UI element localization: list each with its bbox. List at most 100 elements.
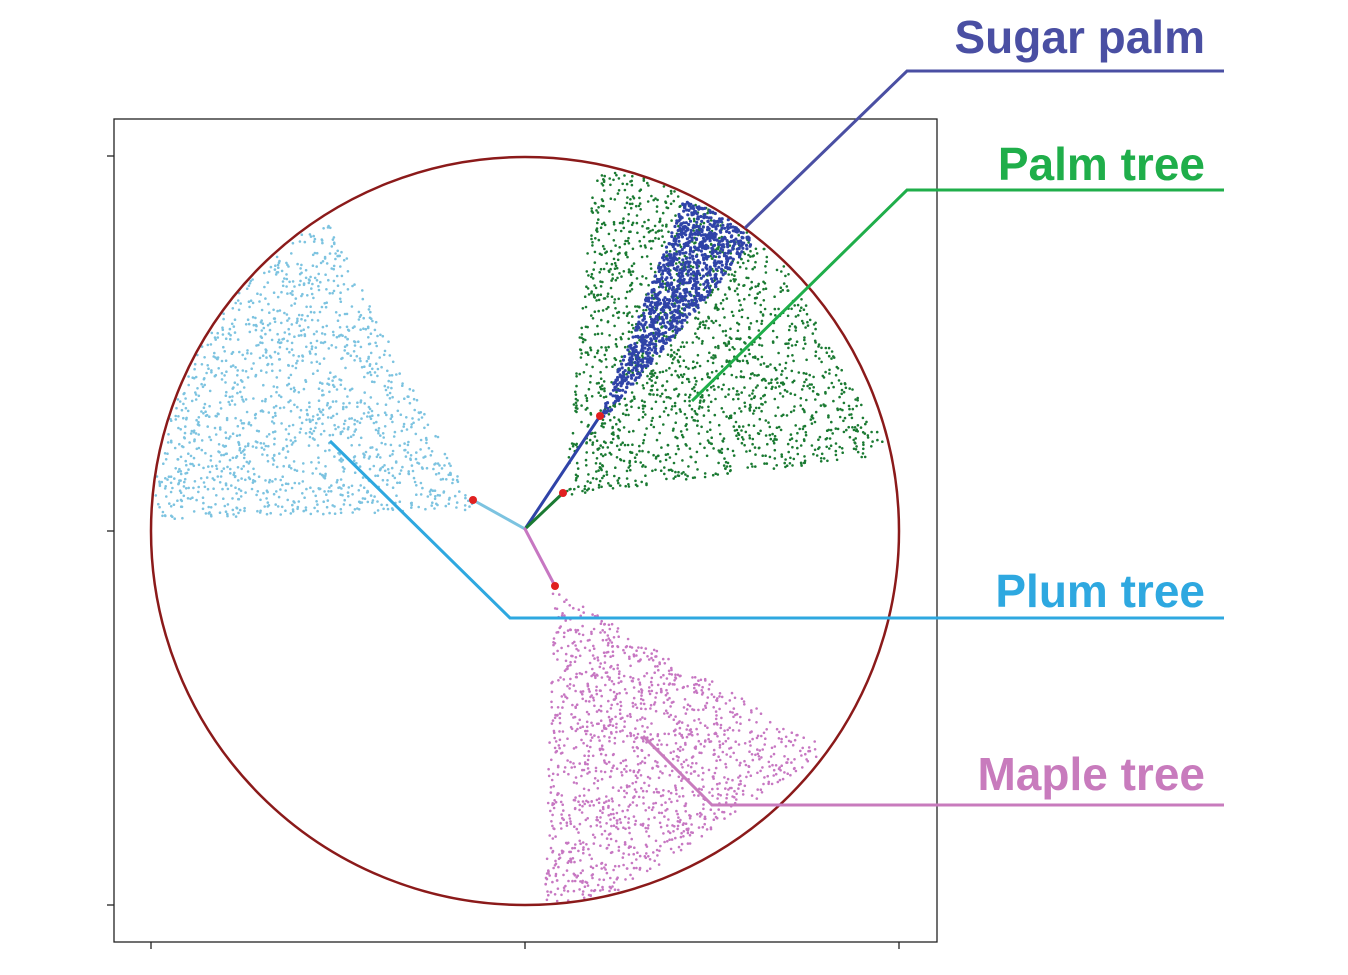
- scatter-point: [585, 843, 588, 846]
- scatter-point: [344, 335, 347, 339]
- scatter-point: [274, 503, 278, 506]
- scatter-point: [680, 779, 683, 782]
- scatter-point: [754, 356, 757, 360]
- scatter-point: [637, 418, 641, 422]
- scatter-point: [592, 644, 595, 648]
- scatter-point: [636, 231, 639, 235]
- scatter-point: [642, 439, 646, 442]
- scatter-point: [324, 449, 327, 453]
- scatter-point: [748, 403, 752, 407]
- scatter-point: [207, 505, 210, 509]
- scatter-point: [659, 825, 663, 829]
- scatter-point: [647, 753, 651, 757]
- scatter-point: [685, 771, 688, 774]
- scatter-point: [218, 451, 221, 454]
- scatter-point: [687, 733, 690, 736]
- scatter-point: [425, 466, 429, 470]
- scatter-point: [748, 377, 752, 380]
- scatter-point: [342, 503, 346, 506]
- scatter-point: [662, 410, 666, 413]
- scatter-point: [721, 298, 725, 302]
- scatter-point: [334, 311, 338, 314]
- scatter-point: [208, 415, 211, 419]
- scatter-point: [662, 185, 666, 188]
- scatter-point: [313, 506, 316, 510]
- scatter-point: [640, 354, 644, 357]
- scatter-point: [353, 430, 357, 433]
- scatter-point: [691, 250, 695, 254]
- scatter-point: [553, 893, 557, 896]
- scatter-point: [282, 464, 286, 468]
- scatter-point: [595, 816, 599, 819]
- scatter-point: [604, 863, 607, 867]
- scatter-point: [631, 801, 635, 804]
- scatter-point: [641, 716, 644, 719]
- scatter-point: [863, 455, 867, 459]
- scatter-point: [793, 304, 796, 307]
- scatter-point: [776, 381, 779, 385]
- scatter-point: [760, 402, 763, 406]
- scatter-point: [590, 736, 594, 739]
- scatter-point: [622, 863, 625, 867]
- scatter-point: [733, 796, 736, 799]
- scatter-point: [629, 873, 632, 877]
- scatter-point: [210, 371, 213, 374]
- scatter-point: [559, 625, 562, 628]
- scatter-point: [614, 342, 618, 346]
- scatter-point: [819, 460, 823, 463]
- scatter-point: [404, 448, 407, 452]
- scatter-point: [345, 343, 349, 347]
- scatter-point: [605, 365, 608, 369]
- scatter-point: [602, 396, 606, 399]
- scatter-point: [678, 720, 681, 723]
- scatter-point: [328, 448, 331, 452]
- scatter-point: [309, 305, 312, 309]
- scatter-point: [773, 448, 777, 452]
- scatter-point: [335, 412, 339, 416]
- scatter-point: [362, 486, 366, 490]
- scatter-point: [596, 349, 600, 353]
- scatter-point: [602, 179, 606, 182]
- scatter-point: [737, 233, 740, 237]
- scatter-point: [599, 662, 602, 665]
- scatter-point: [291, 364, 294, 368]
- scatter-point: [407, 470, 411, 473]
- scatter-point: [672, 351, 676, 354]
- scatter-point: [666, 267, 670, 271]
- scatter-point: [729, 755, 732, 758]
- scatter-point: [674, 369, 677, 373]
- scatter-point: [848, 407, 851, 411]
- scatter-point: [244, 357, 247, 361]
- scatter-point: [575, 404, 578, 407]
- scatter-point: [569, 663, 572, 667]
- scatter-point: [581, 340, 585, 344]
- scatter-point: [625, 201, 629, 205]
- scatter-point: [706, 225, 710, 229]
- scatter-point: [192, 376, 196, 380]
- scatter-point: [600, 360, 603, 363]
- scatter-point: [619, 229, 623, 233]
- scatter-point: [614, 278, 618, 282]
- scatter-point: [663, 662, 667, 665]
- scatter-point: [701, 766, 704, 770]
- scatter-point: [703, 745, 706, 748]
- scatter-point: [735, 758, 738, 762]
- scatter-point: [449, 464, 452, 468]
- scatter-point: [638, 683, 642, 686]
- scatter-point: [626, 239, 629, 243]
- scatter-point: [351, 284, 354, 288]
- scatter-point: [298, 324, 302, 328]
- scatter-point: [802, 461, 806, 465]
- scatter-point: [792, 359, 795, 363]
- scatter-point: [611, 273, 614, 276]
- scatter-point: [802, 438, 806, 441]
- scatter-point: [581, 879, 584, 883]
- scatter-point: [709, 808, 713, 811]
- scatter-point: [227, 400, 230, 404]
- scatter-point: [284, 489, 288, 492]
- scatter-point: [646, 775, 650, 779]
- scatter-point: [565, 667, 568, 671]
- scatter-point: [603, 866, 606, 869]
- scatter-point: [728, 469, 732, 473]
- scatter-point: [569, 628, 572, 631]
